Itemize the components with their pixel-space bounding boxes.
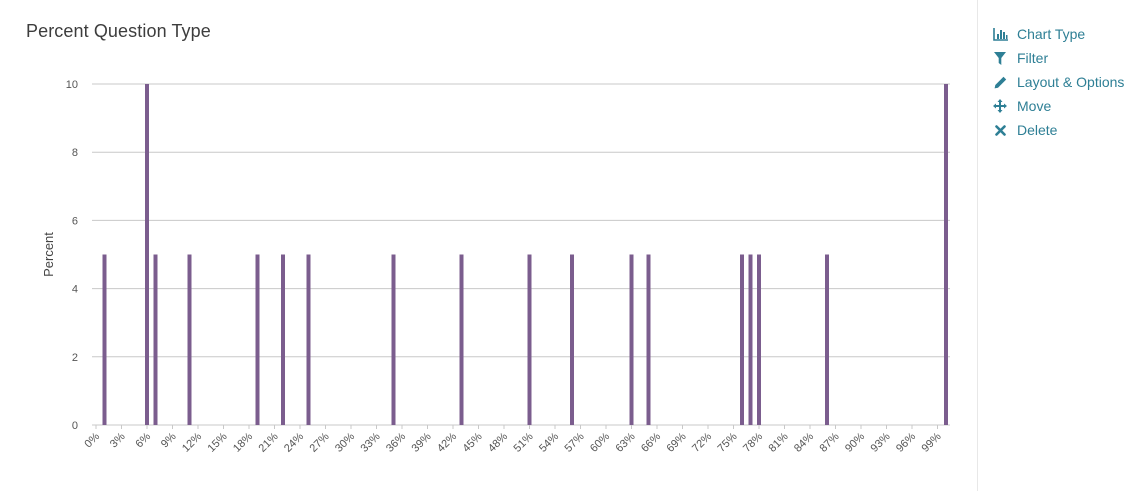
- x-tick-label: 78%: [741, 430, 765, 454]
- x-tick-label: 30%: [333, 430, 357, 454]
- filter-icon: [992, 50, 1008, 66]
- x-tick-label: 27%: [308, 430, 332, 454]
- panel-divider: [977, 0, 978, 491]
- x-tick-label: 75%: [716, 430, 740, 454]
- bars: [102, 84, 948, 425]
- chart-type-label: Chart Type: [1017, 26, 1086, 42]
- move-button[interactable]: Move: [992, 94, 1124, 118]
- y-tick-label: 6: [72, 215, 78, 227]
- bar-chart-icon: [992, 26, 1008, 42]
- y-tick-label: 8: [72, 147, 78, 159]
- x-tick-label: 54%: [537, 430, 561, 454]
- bar: [281, 254, 285, 425]
- x-tick-label: 84%: [792, 430, 816, 454]
- x-tick-label: 21%: [257, 430, 281, 454]
- x-tick-label: 24%: [282, 430, 306, 454]
- x-tick-label: 51%: [512, 430, 536, 454]
- bar: [757, 254, 761, 425]
- x-tick-label: 57%: [563, 430, 587, 454]
- bar: [255, 254, 260, 425]
- x-tick-label: 3%: [108, 430, 128, 450]
- x-tick-label: 87%: [818, 430, 842, 454]
- pencil-icon: [992, 74, 1008, 90]
- y-tick-label: 2: [72, 352, 78, 364]
- x-tick-label: 9%: [159, 430, 179, 450]
- bar: [570, 254, 574, 425]
- bar: [629, 254, 634, 425]
- move-label: Move: [1017, 98, 1052, 114]
- x-tick-label: 66%: [639, 430, 663, 454]
- bar: [748, 254, 753, 425]
- bar: [145, 84, 149, 425]
- close-icon: [992, 122, 1008, 138]
- x-tick-label: 63%: [614, 430, 638, 454]
- percent-question-type-chart: Percent 0 2 4 6 8 10 0% 3% 6% 9% 12% 15% 18% 21% 24% 2…: [41, 79, 950, 455]
- y-tick-label: 0: [72, 420, 78, 432]
- bar: [459, 254, 464, 425]
- y-tick-label: 4: [72, 284, 78, 296]
- x-tick-label: 60%: [588, 430, 612, 454]
- layout-options-button[interactable]: Layout & Options: [992, 70, 1124, 94]
- delete-button[interactable]: Delete: [992, 118, 1124, 142]
- chart-type-button[interactable]: Chart Type: [992, 22, 1124, 46]
- bar: [153, 254, 158, 425]
- x-tick-label: 69%: [665, 430, 689, 454]
- x-tick-label: 15%: [206, 430, 230, 454]
- bar: [391, 254, 396, 425]
- x-tick-label: 36%: [384, 430, 408, 454]
- bar: [187, 254, 192, 425]
- bar: [825, 254, 829, 425]
- x-tick-label: 0%: [82, 430, 102, 450]
- y-tick-labels: 0 2 4 6 8 10: [66, 79, 78, 432]
- x-tick-labels: 0% 3% 6% 9% 12% 15% 18% 21% 24% 27% 30% 33% 36% 39% 42…: [82, 425, 944, 455]
- x-tick-label: 93%: [869, 430, 893, 454]
- y-axis-label: Percent: [41, 232, 56, 277]
- x-tick-label: 81%: [767, 430, 791, 454]
- x-tick-label: 48%: [486, 430, 510, 454]
- chart-title: Percent Question Type: [26, 21, 211, 41]
- x-tick-label: 45%: [461, 430, 485, 454]
- x-tick-label: 39%: [410, 430, 434, 454]
- bar: [306, 254, 311, 425]
- x-tick-label: 12%: [180, 430, 204, 454]
- filter-label: Filter: [1017, 50, 1049, 66]
- move-arrows-icon: [992, 98, 1008, 114]
- x-tick-label: 72%: [690, 430, 714, 454]
- bar: [944, 84, 948, 425]
- x-tick-label: 90%: [843, 430, 867, 454]
- filter-button[interactable]: Filter: [992, 46, 1124, 70]
- x-tick-label: 33%: [359, 430, 383, 454]
- layout-options-label: Layout & Options: [1017, 74, 1125, 90]
- delete-label: Delete: [1017, 122, 1058, 138]
- y-tick-label: 10: [66, 79, 78, 91]
- bar: [740, 254, 744, 425]
- x-tick-label: 99%: [920, 430, 944, 454]
- chart-actions-menu: Chart Type Filter Layout & Options Move …: [992, 22, 1124, 142]
- x-tick-label: 96%: [894, 430, 918, 454]
- grid-lines: [92, 83, 950, 426]
- x-tick-label: 18%: [231, 430, 255, 454]
- x-tick-label: 42%: [435, 430, 459, 454]
- bar: [102, 254, 107, 425]
- bar: [527, 254, 532, 425]
- bar: [646, 254, 651, 425]
- x-tick-label: 6%: [133, 430, 153, 450]
